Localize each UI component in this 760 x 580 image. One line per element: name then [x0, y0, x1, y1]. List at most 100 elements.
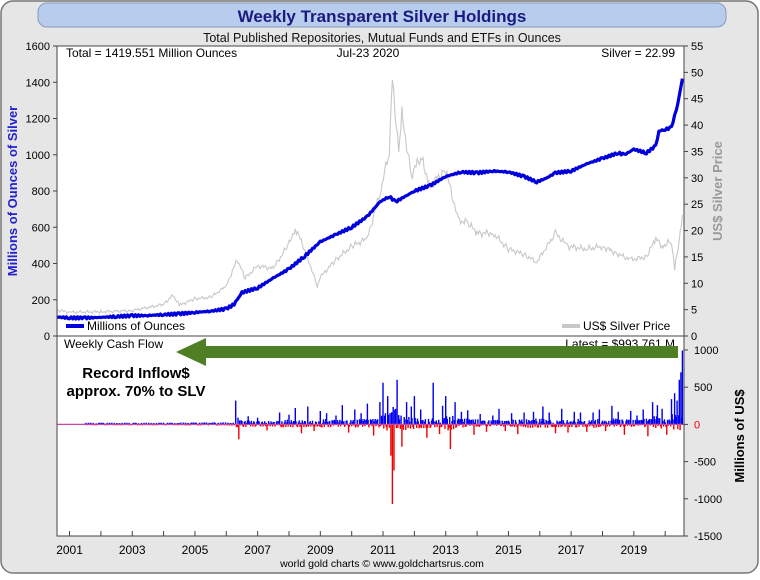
cash-flow-bar [170, 422, 173, 425]
cash-flow-bar [408, 417, 410, 425]
cash-flow-bar [435, 420, 437, 425]
cash-flow-bar [623, 424, 626, 435]
cash-flow-bar [241, 421, 243, 425]
cash-flow-bar [351, 424, 353, 427]
cash-flow-bar [645, 418, 648, 425]
cash-flow-bar [401, 424, 403, 447]
cash-flow-bar [244, 421, 246, 425]
slv-share-annotation: approx. 70% to SLV [67, 383, 206, 400]
cash-flow-bar [235, 400, 237, 425]
cash-flow-bar [661, 408, 663, 425]
cash-flow-bar [648, 419, 651, 425]
silver-price-series [56, 79, 683, 315]
cash-flow-bar [449, 424, 452, 449]
cash-flow-bar [402, 424, 405, 430]
cash-flow-bar [391, 412, 393, 425]
cash-flow-bar [608, 420, 610, 425]
cash-flow-bar [398, 419, 401, 425]
cash-flow-bar [494, 420, 496, 425]
cash-flow-bar [416, 424, 418, 428]
cash-flow-bar [198, 422, 201, 425]
cash-flow-bar [429, 424, 431, 428]
cash-flow-bar [567, 424, 569, 433]
cash-flow-bar [299, 424, 301, 427]
cash-flow-bar [337, 424, 340, 427]
cash-flow-bar [319, 411, 321, 425]
cash-flow-bar [292, 424, 294, 428]
cash-flow-bar [293, 421, 295, 425]
cash-flow-bar [211, 422, 213, 425]
right-tick-label: 45 [691, 94, 703, 106]
cash-flow-bar [438, 419, 440, 425]
cash-flow-bar [530, 421, 532, 425]
cash-flow-bar [550, 421, 552, 425]
cash-flow-bar [451, 421, 453, 425]
cash-flow-bar [554, 424, 557, 434]
cash-flow-bar [606, 424, 608, 427]
cash-flow-bar [378, 424, 380, 428]
cash-flow-bar [266, 424, 268, 431]
cash-flow-bar [145, 422, 147, 425]
cash-flow-bar [443, 418, 445, 425]
cash-flow-bar [323, 424, 325, 427]
cash-flow-bar [362, 424, 364, 427]
cash-flow-bar [279, 424, 282, 426]
cash-flow-bar [487, 422, 489, 425]
cash-flow-bar [222, 422, 224, 425]
cash-flow-bar [441, 405, 444, 425]
cash-flow-bar [613, 424, 615, 427]
cash-flow-bar [191, 422, 193, 425]
cash-flow-bar [439, 422, 441, 425]
cash-flow-bar [297, 422, 300, 425]
cash-flow-bar [604, 424, 607, 432]
cash-flow-bar [327, 424, 329, 428]
cash-flow-bar [248, 420, 250, 425]
holdings-series [56, 78, 684, 321]
cash-flow-bar [452, 424, 455, 430]
cash-flow-bar [380, 424, 382, 427]
cash-flow-bar [273, 421, 275, 425]
right-tick-label: 5 [691, 305, 697, 317]
cash-flow-bar [283, 422, 285, 425]
cash-flow-bar [205, 422, 207, 425]
cash-flow-tick-label: 500 [694, 382, 712, 394]
cash-flow-bar [419, 424, 421, 428]
cash-flow-bar [128, 422, 130, 425]
cash-flow-bar [224, 422, 227, 425]
cash-flow-bar [552, 422, 554, 425]
cash-flow-bar [187, 422, 189, 425]
cash-flow-bar [548, 412, 550, 425]
cash-flow-bar [372, 419, 374, 425]
cash-flow-bar [265, 422, 267, 425]
cash-flow-bar [428, 421, 430, 425]
cash-flow-bar [611, 405, 613, 425]
cash-flow-bar [633, 424, 636, 427]
cash-flow-bar [549, 419, 551, 425]
x-tick-label: 2013 [432, 543, 459, 557]
cash-flow-bar [261, 421, 263, 425]
cash-flow-bar [143, 422, 145, 425]
cash-flow-bar [628, 419, 630, 425]
cash-flow-bar [677, 424, 679, 430]
cash-flow-bar [382, 382, 384, 425]
cash-flow-bar [584, 424, 586, 427]
cash-flow-bar [160, 422, 162, 425]
cash-flow-bar [597, 424, 600, 428]
cash-flow-bar [619, 419, 621, 425]
cash-flow-bar [669, 420, 671, 425]
cash-flow-bar [359, 420, 361, 425]
cash-flow-bar [605, 421, 608, 425]
cash-flow-bar [229, 423, 231, 425]
cash-flow-bar [361, 419, 363, 425]
cash-flow-bar [659, 424, 662, 427]
cash-flow-bar [664, 422, 666, 425]
x-tick-label: 2019 [620, 543, 647, 557]
right-tick-label: 55 [691, 41, 703, 53]
left-tick-label: 1200 [26, 114, 50, 126]
upper-plot-area [57, 46, 684, 336]
cash-flow-bar [520, 424, 522, 427]
chart-subtitle: Total Published Repositories, Mutual Fun… [203, 31, 561, 45]
cash-flow-bar [637, 424, 640, 426]
cash-flow-bar [454, 402, 456, 425]
cash-flow-bar [659, 418, 661, 425]
